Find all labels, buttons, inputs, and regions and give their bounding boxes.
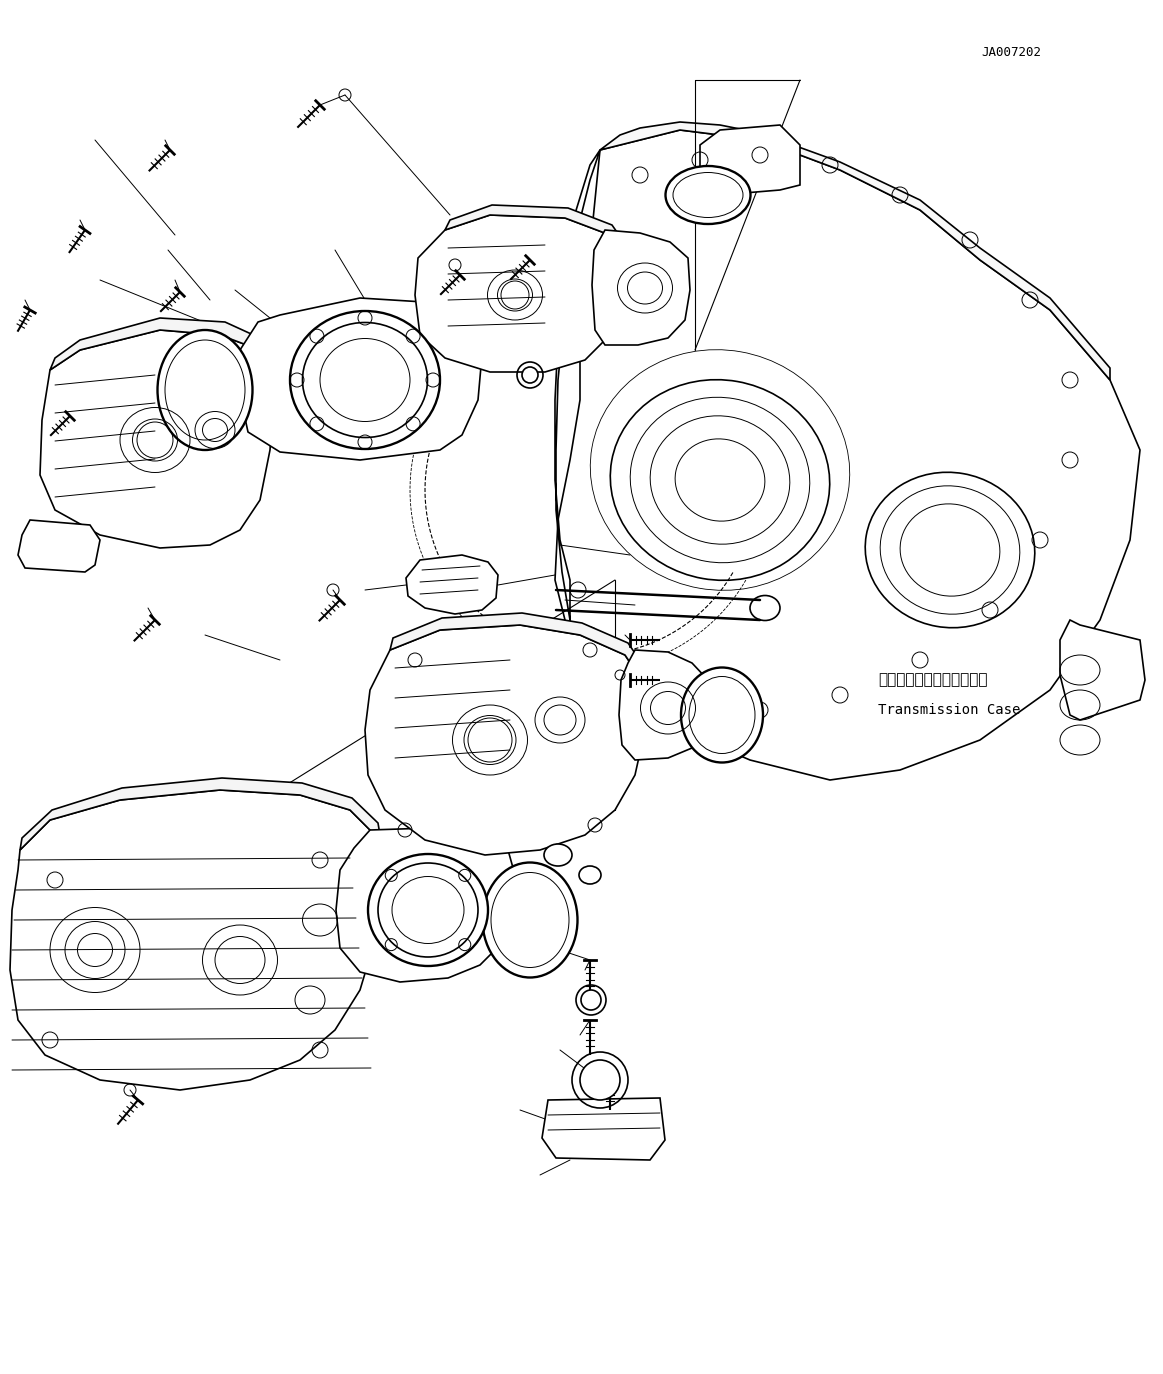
Ellipse shape — [665, 166, 750, 224]
Polygon shape — [1059, 620, 1146, 720]
Polygon shape — [20, 778, 380, 851]
Polygon shape — [406, 555, 498, 614]
Circle shape — [582, 991, 601, 1010]
Ellipse shape — [544, 844, 572, 866]
Polygon shape — [542, 1098, 665, 1160]
Ellipse shape — [483, 863, 578, 977]
Ellipse shape — [611, 379, 829, 580]
Polygon shape — [555, 150, 620, 690]
Circle shape — [580, 1059, 620, 1101]
Polygon shape — [700, 125, 800, 195]
Polygon shape — [619, 650, 709, 760]
Polygon shape — [445, 205, 628, 260]
Ellipse shape — [290, 311, 440, 449]
Polygon shape — [600, 122, 1110, 381]
Ellipse shape — [368, 855, 488, 966]
Polygon shape — [40, 330, 274, 548]
Ellipse shape — [865, 473, 1035, 628]
Polygon shape — [240, 298, 481, 460]
Polygon shape — [50, 317, 274, 381]
Text: JA007202: JA007202 — [982, 45, 1042, 59]
Circle shape — [522, 367, 538, 383]
Polygon shape — [336, 829, 515, 982]
Polygon shape — [555, 131, 1140, 780]
Polygon shape — [17, 519, 100, 572]
Polygon shape — [592, 229, 690, 345]
Polygon shape — [365, 625, 645, 855]
Text: Transmission Case: Transmission Case — [878, 703, 1020, 717]
Ellipse shape — [157, 330, 252, 451]
Ellipse shape — [682, 668, 763, 763]
Polygon shape — [390, 613, 648, 686]
Polygon shape — [10, 790, 380, 1090]
Text: トランスミッションケース: トランスミッションケース — [878, 673, 987, 687]
Polygon shape — [415, 214, 625, 372]
